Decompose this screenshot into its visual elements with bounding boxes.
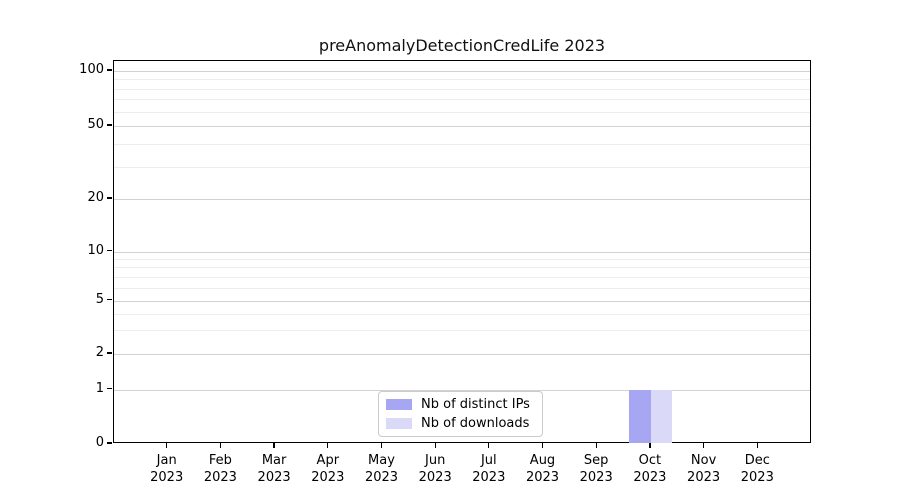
x-tick-mark [380, 443, 383, 448]
gridline-major [114, 251, 810, 253]
gridline-minor [114, 267, 810, 269]
y-tick-mark [107, 387, 112, 390]
y-tick-label: 100 [79, 62, 104, 77]
x-tick-label: Sep 2023 [579, 453, 613, 485]
bar-downloads [650, 389, 673, 443]
x-tick-label: Nov 2023 [687, 453, 721, 485]
legend-item-downloads: Nb of downloads [386, 416, 533, 431]
x-tick-label: Jun 2023 [418, 453, 452, 485]
gridline-minor [114, 143, 810, 145]
y-tick-mark [107, 352, 112, 354]
x-tick-label: Mar 2023 [257, 453, 291, 485]
gridline-minor [114, 276, 810, 278]
legend-swatch-downloads [386, 418, 412, 429]
x-tick-label: Oct 2023 [633, 453, 667, 485]
x-tick-mark [327, 443, 329, 448]
y-tick-label: 20 [87, 190, 104, 205]
gridline-minor [114, 313, 810, 315]
y-tick-label: 2 [95, 345, 104, 360]
legend-label-downloads: Nb of downloads [421, 416, 530, 431]
y-tick-label: 5 [95, 291, 104, 307]
y-tick-mark [107, 124, 112, 126]
x-tick-mark [434, 443, 436, 448]
legend-label-distinct-ips: Nb of distinct IPs [421, 397, 530, 412]
gridline-major [114, 126, 810, 127]
gridline-minor [114, 99, 810, 101]
y-tick-label: 50 [87, 117, 104, 132]
plot-area [113, 60, 811, 443]
x-tick-label: Aug 2023 [525, 453, 560, 485]
x-tick-mark [219, 443, 222, 448]
gridline-minor [114, 259, 810, 260]
y-tick-mark [107, 197, 112, 199]
x-tick-mark [273, 443, 275, 448]
y-tick-mark [107, 249, 112, 252]
gridline-major [114, 389, 810, 391]
x-tick-label: May 2023 [364, 453, 399, 485]
gridline-major [114, 199, 810, 200]
y-tick-mark [107, 69, 112, 71]
legend-item-distinct-ips: Nb of distinct IPs [386, 397, 533, 412]
gridline-minor [114, 111, 810, 113]
gridline-major [114, 354, 810, 355]
gridline-minor [114, 79, 810, 81]
bar-distinct-ips [629, 389, 651, 443]
x-tick-mark [166, 443, 168, 448]
x-tick-label: Jul 2023 [472, 453, 506, 485]
x-tick-label: Feb 2023 [203, 453, 237, 485]
y-tick-mark [107, 298, 112, 301]
gridline-minor [114, 287, 810, 289]
gridline-minor [114, 88, 810, 90]
chart-title: preAnomalyDetectionCredLife 2023 [318, 36, 606, 55]
x-tick-mark [702, 443, 705, 448]
gridline-minor [114, 166, 810, 168]
gridline-major [114, 300, 810, 302]
legend-swatch-distinct-ips [386, 399, 412, 410]
gridline-minor [114, 330, 810, 332]
x-tick-mark [488, 443, 490, 448]
x-tick-label: Dec 2023 [740, 453, 774, 485]
x-tick-label: Apr 2023 [311, 453, 345, 485]
y-tick-mark [107, 442, 112, 444]
y-tick-label: 0 [95, 435, 104, 450]
x-tick-label: Jan 2023 [150, 453, 184, 485]
y-tick-label: 10 [87, 242, 104, 258]
y-tick-label: 1 [95, 380, 104, 396]
gridline-major [114, 71, 810, 72]
x-tick-mark [756, 443, 758, 448]
x-tick-mark [649, 443, 651, 448]
x-tick-mark [595, 443, 597, 448]
legend: Nb of distinct IPs Nb of downloads [378, 391, 543, 437]
x-tick-mark [541, 443, 544, 448]
